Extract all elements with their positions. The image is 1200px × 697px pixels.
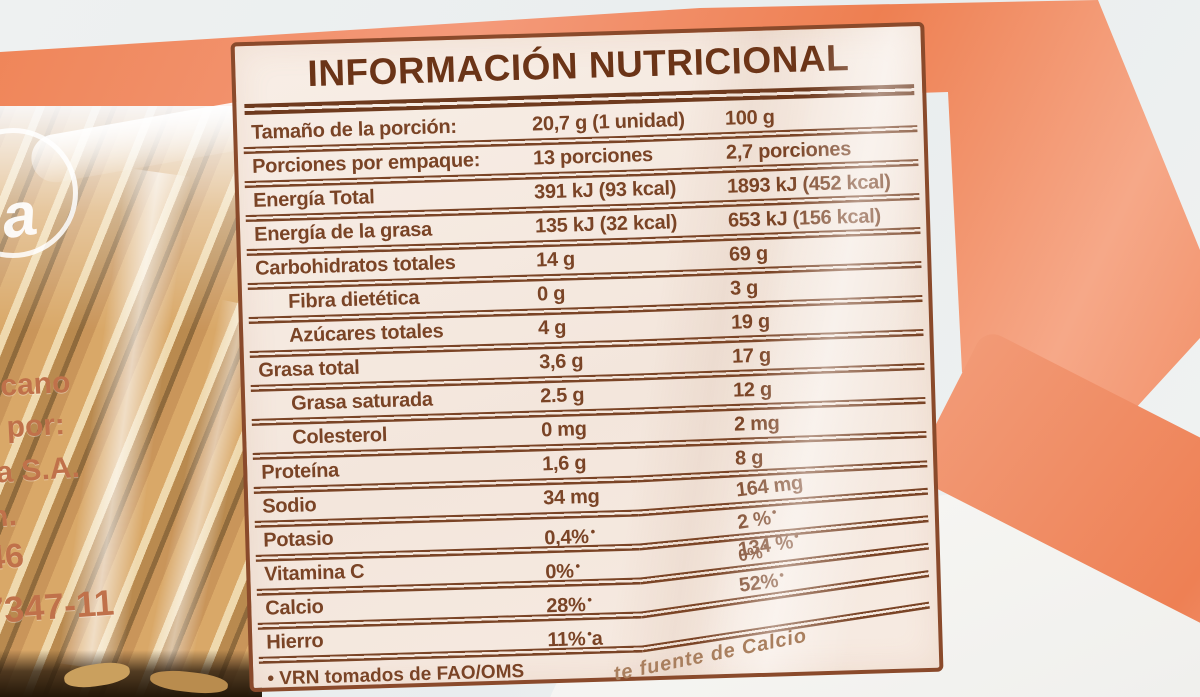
row-per100-value: 2 mg <box>733 412 780 436</box>
package-text-fragment: ía S.A. <box>0 450 81 491</box>
package-text-fragment: 46 <box>0 536 26 578</box>
footnote-marker: • <box>575 558 580 574</box>
row-label: Grasa saturada <box>290 388 433 415</box>
package-text-fragment: n. <box>0 499 18 534</box>
row-portion-value: 3,6 g <box>538 350 584 374</box>
row-portion-value: 0%• <box>545 558 580 584</box>
footnote-marker: • <box>587 625 592 642</box>
row-label: Grasa total <box>257 356 360 382</box>
row-label: Hierro <box>266 629 324 654</box>
row-per100-value: 17 g <box>731 344 772 368</box>
nutrition-label: INFORMACIÓN NUTRICIONAL Tamaño de la por… <box>230 21 944 693</box>
row-portion-value: 13 porciones <box>532 143 654 170</box>
row-portion-value: 11%•a <box>547 625 603 652</box>
row-per100-value: 69 g <box>728 242 769 266</box>
row-portion-value: 0 mg <box>540 418 587 442</box>
row-label: Proteína <box>260 459 340 484</box>
row-per100-value: 3 g <box>729 276 759 300</box>
nutrition-table: Tamaño de la porción: 20,7 g (1 unidad) 10… <box>237 100 939 664</box>
row-per100-value: 100 g <box>724 106 775 130</box>
row-label: Sodio <box>261 494 317 518</box>
row-portion-value: 28%• <box>546 591 592 618</box>
row-label: Fibra dietética <box>287 286 420 313</box>
row-label: Energía de la grasa <box>253 218 433 246</box>
row-portion-value: 2.5 g <box>539 384 585 408</box>
row-label: Energía Total <box>252 186 375 212</box>
row-per100-value: 12 g <box>732 378 773 402</box>
row-label: Vitamina C <box>263 560 365 586</box>
row-label: Calcio <box>264 595 324 620</box>
row-portion-value: 1,6 g <box>541 452 587 476</box>
row-portion-value: 0,4%• <box>544 523 596 550</box>
row-portion-value: 0 g <box>536 282 566 306</box>
row-label: Potasio <box>262 527 334 552</box>
footnote-marker: • <box>590 523 596 539</box>
row-portion-value: 34 mg <box>542 485 600 510</box>
row-label: Colesterol <box>291 423 388 449</box>
row-portion-value: 4 g <box>537 316 567 340</box>
row-portion-value: 14 g <box>535 248 576 272</box>
footnote-marker: • <box>587 591 592 608</box>
package-text-fragment: l por: <box>0 408 66 445</box>
package-text-fragment: icano <box>0 365 72 404</box>
row-label: Azúcares totales <box>288 320 444 347</box>
row-per100-value: 19 g <box>730 310 771 334</box>
